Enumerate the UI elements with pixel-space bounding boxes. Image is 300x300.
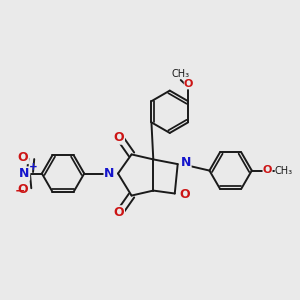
Text: N: N bbox=[104, 167, 115, 180]
Text: CH₃: CH₃ bbox=[171, 69, 189, 79]
Text: O: O bbox=[179, 188, 190, 202]
Text: −: − bbox=[15, 184, 26, 197]
Text: O: O bbox=[18, 151, 28, 164]
Text: O: O bbox=[114, 206, 124, 219]
Text: +: + bbox=[29, 162, 38, 172]
Text: N: N bbox=[181, 156, 191, 169]
Text: O: O bbox=[184, 79, 194, 89]
Text: N: N bbox=[19, 167, 29, 180]
Text: O: O bbox=[263, 165, 272, 175]
Text: CH₃: CH₃ bbox=[274, 166, 292, 176]
Text: O: O bbox=[18, 184, 28, 196]
Text: O: O bbox=[114, 131, 124, 144]
